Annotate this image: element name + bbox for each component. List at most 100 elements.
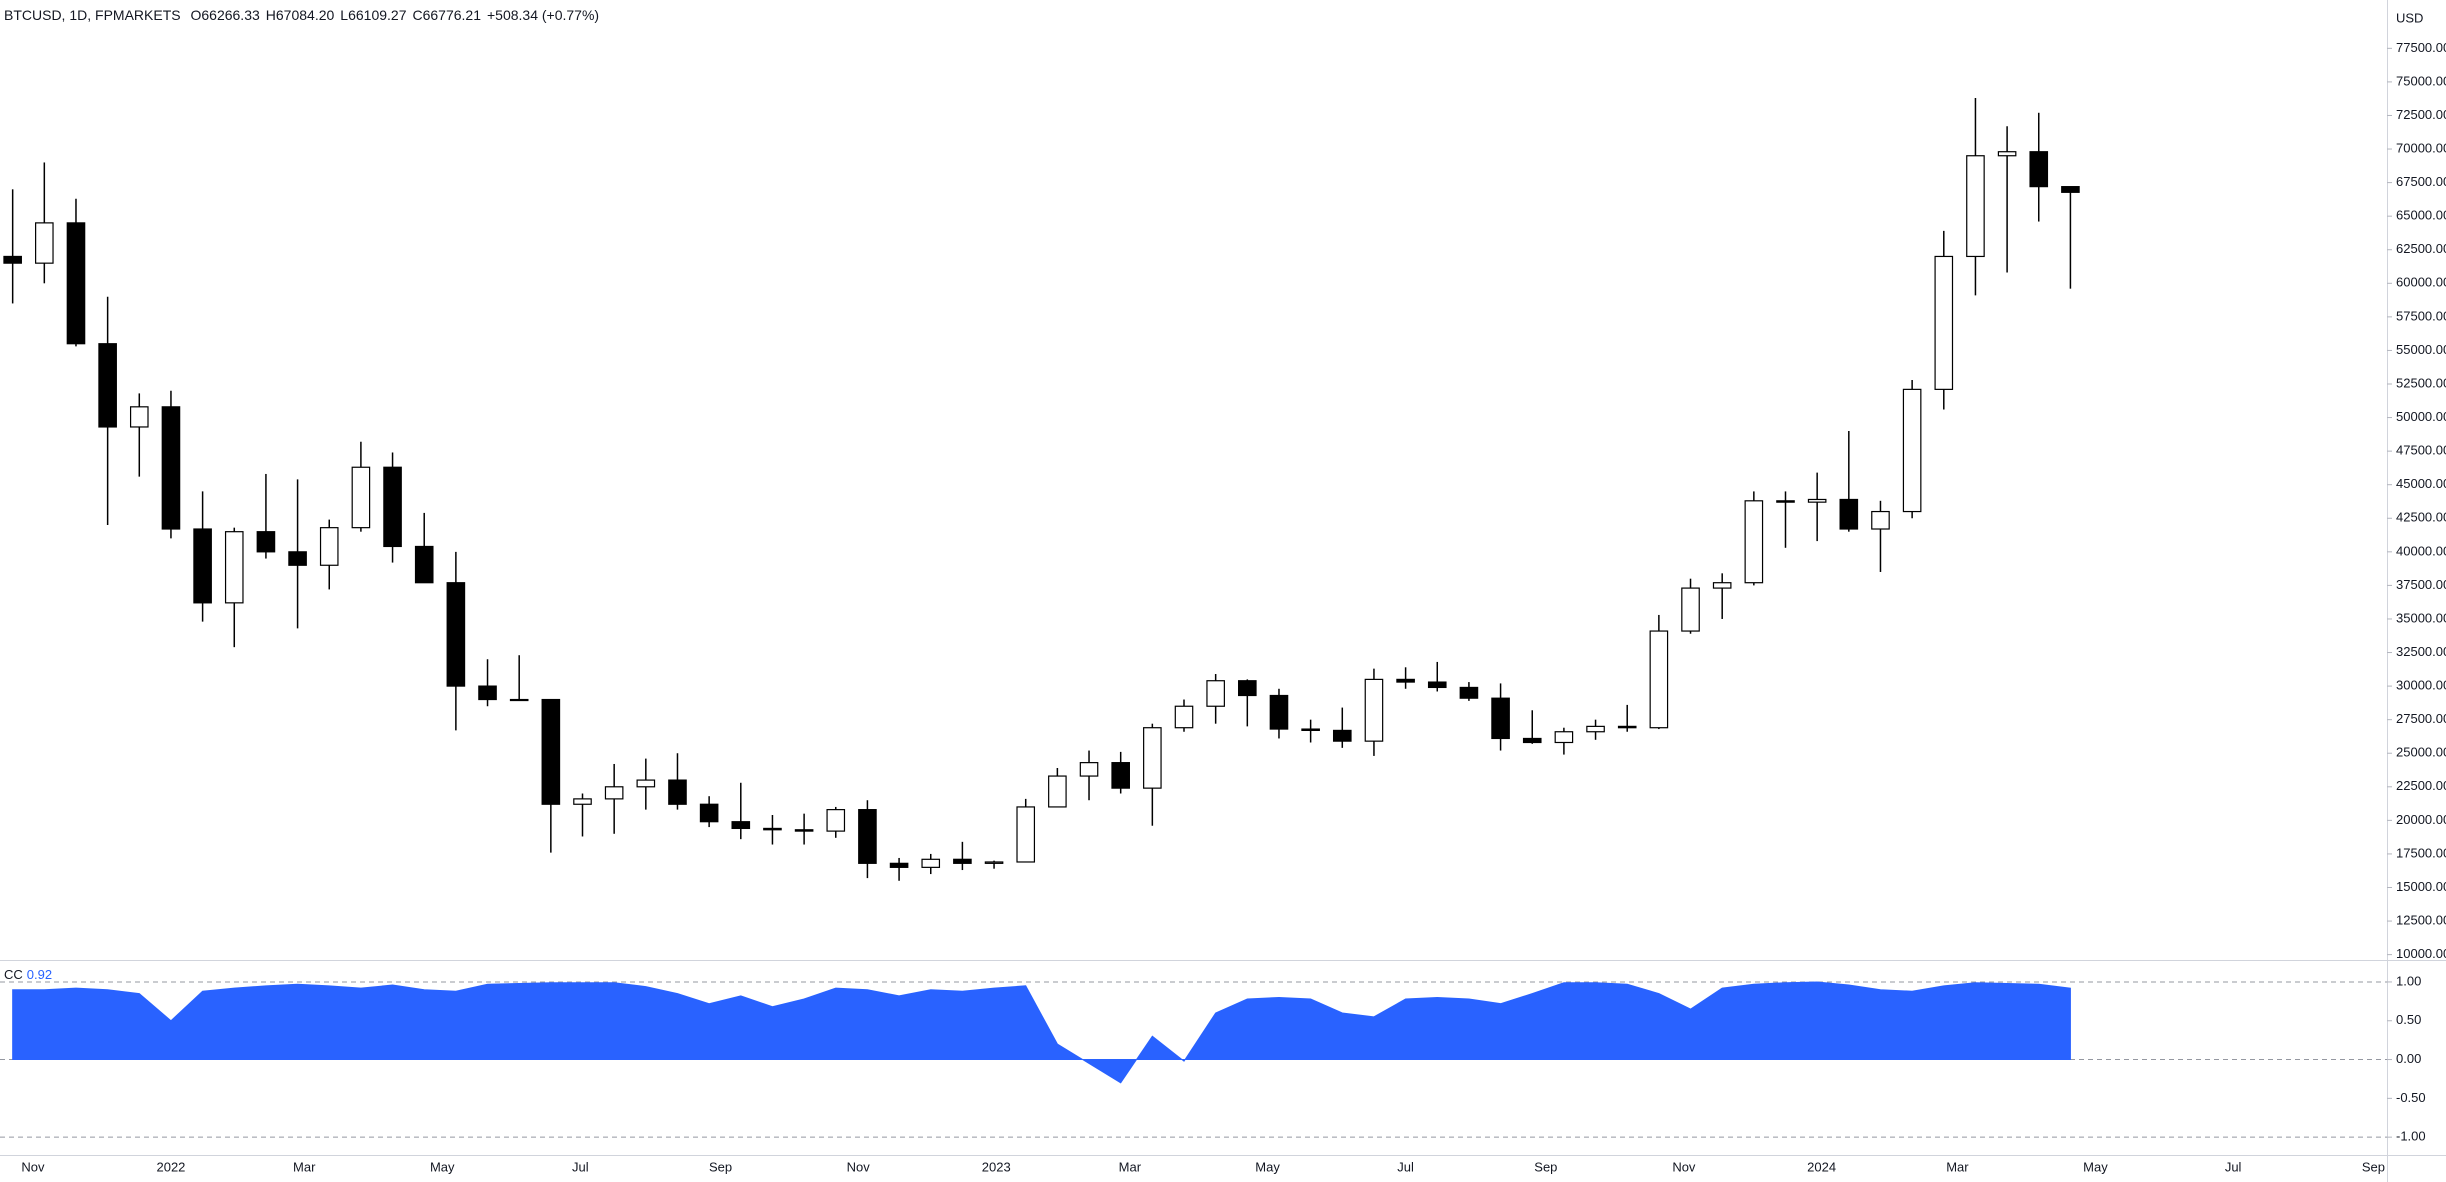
y-tick-label: 72500.00 — [2396, 107, 2446, 122]
ohlc-value: L66109.27 — [340, 7, 407, 23]
candle-body — [129, 406, 149, 428]
candle-body — [66, 222, 86, 345]
indicator-value: 0.92 — [26, 967, 53, 982]
y-tick-label: 45000.00 — [2396, 476, 2446, 491]
symbol[interactable]: BTCUSD, 1D, FPMARKETS — [4, 7, 181, 23]
candle-body — [1649, 630, 1669, 729]
candle-body — [1871, 510, 1890, 530]
y-tick-label: 10000.00 — [2396, 946, 2446, 961]
y-tick-label: 52500.00 — [2396, 375, 2446, 390]
candle-body — [1681, 587, 1700, 632]
candle-body — [224, 531, 244, 604]
currency-label: USD — [2396, 10, 2423, 25]
candle-body — [256, 531, 276, 553]
candle-body — [668, 779, 687, 805]
indicator-title[interactable]: CC — [4, 967, 23, 982]
candle-body — [858, 809, 877, 864]
candle-body — [446, 582, 466, 687]
y-tick-label: 62500.00 — [2396, 241, 2446, 256]
candle-body — [1143, 727, 1162, 789]
candle-body — [478, 685, 497, 701]
symbol-legend: BTCUSD, 1D, FPMARKETS O66266.33 H67084.20… — [4, 7, 605, 23]
y-tick-label: -1.00 — [2396, 1129, 2426, 1144]
candle-body — [604, 786, 624, 800]
y-tick-label: 35000.00 — [2396, 610, 2446, 625]
x-tick-label: Nov — [847, 1159, 871, 1174]
candle-body — [1617, 725, 1637, 729]
y-tick-label: 0.50 — [2396, 1012, 2421, 1027]
candle-body — [1997, 151, 2017, 157]
candle-body — [414, 545, 434, 584]
indicator-area — [12, 981, 2071, 1084]
y-tick-label: -0.50 — [2396, 1090, 2426, 1105]
y-tick-label: 37500.00 — [2396, 577, 2446, 592]
candle-body — [1048, 775, 1067, 808]
x-tick-label: Mar — [1119, 1159, 1142, 1174]
candle-body — [1301, 728, 1320, 732]
candle-body — [1332, 729, 1352, 742]
y-tick-label: 1.00 — [2396, 973, 2421, 988]
candle-body — [2061, 186, 2080, 193]
candle-body — [1586, 725, 1605, 733]
x-tick-label: Nov — [21, 1159, 45, 1174]
x-tick-label: 2024 — [1807, 1159, 1836, 1174]
candle-body — [794, 829, 814, 832]
candle-body — [921, 858, 941, 868]
ohlc-value: C66776.21 — [412, 7, 481, 23]
candle-body — [953, 858, 972, 864]
candle-body — [541, 698, 561, 805]
candle-body — [1079, 762, 1099, 777]
candle-body — [2029, 151, 2049, 188]
candle-body — [1396, 678, 1415, 683]
candle-body — [1174, 705, 1194, 729]
candle-body — [1522, 737, 1542, 744]
x-tick-label: Mar — [1946, 1159, 1969, 1174]
y-tick-label: 15000.00 — [2396, 879, 2446, 894]
y-tick-label: 50000.00 — [2396, 409, 2446, 424]
x-tick-label: May — [1255, 1159, 1280, 1174]
x-tick-label: Jul — [1397, 1159, 1414, 1174]
y-tick-label: 55000.00 — [2396, 342, 2446, 357]
candle-body — [161, 406, 181, 530]
y-tick-label: 32500.00 — [2396, 644, 2446, 659]
y-tick-label: 70000.00 — [2396, 140, 2446, 155]
y-tick-label: 75000.00 — [2396, 73, 2446, 88]
candle-body — [193, 528, 212, 604]
candle-body — [1016, 806, 1036, 863]
x-tick-label: Mar — [293, 1159, 316, 1174]
candle-body — [1839, 498, 1859, 530]
candle-body — [1269, 694, 1289, 730]
candle-body — [1427, 681, 1447, 689]
y-tick-label: 40000.00 — [2396, 543, 2446, 558]
candle-body — [35, 222, 54, 264]
y-tick-label: 25000.00 — [2396, 745, 2446, 760]
candle-body — [3, 255, 22, 264]
x-tick-label: 2023 — [982, 1159, 1011, 1174]
y-tick-label: 60000.00 — [2396, 275, 2446, 290]
candle-body — [98, 343, 117, 428]
y-tick-label: 57500.00 — [2396, 308, 2446, 323]
candle-body — [731, 821, 751, 830]
y-tick-label: 22500.00 — [2396, 778, 2446, 793]
x-tick-label: Sep — [709, 1159, 732, 1174]
x-tick-label: Sep — [2362, 1159, 2385, 1174]
candle-body — [1111, 762, 1130, 789]
candle-body — [1459, 686, 1479, 699]
candle-body — [984, 861, 1004, 864]
x-tick-label: Jul — [2225, 1159, 2242, 1174]
candle-body — [573, 798, 592, 805]
y-tick-label: 42500.00 — [2396, 510, 2446, 525]
y-tick-label: 27500.00 — [2396, 711, 2446, 726]
candle-body — [319, 527, 339, 566]
y-tick-label: 0.00 — [2396, 1051, 2421, 1066]
candle-body — [1554, 731, 1574, 744]
candle-body — [1206, 680, 1225, 707]
y-tick-label: 30000.00 — [2396, 678, 2446, 693]
ohlc-value: H67084.20 — [265, 7, 335, 23]
x-tick-label: Jul — [572, 1159, 589, 1174]
x-tick-label: 2022 — [156, 1159, 185, 1174]
ohlc-value: O66266.33 — [190, 7, 260, 23]
candle-body — [1491, 697, 1510, 740]
y-tick-label: 20000.00 — [2396, 812, 2446, 827]
